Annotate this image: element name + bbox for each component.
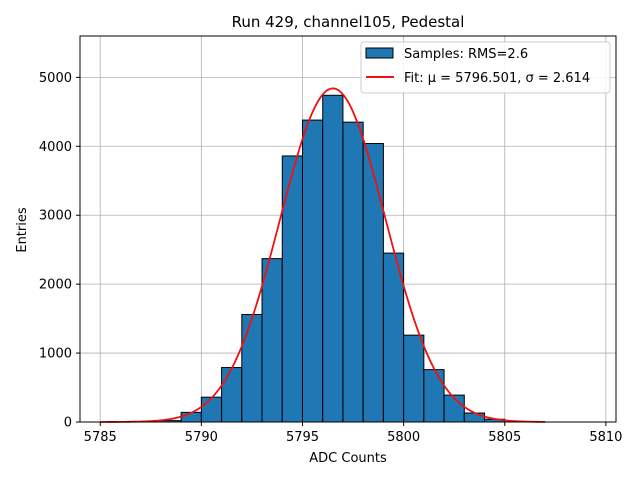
histogram-bars: [160, 94, 506, 423]
legend-box: [360, 41, 611, 94]
histogram-bar: [241, 313, 263, 423]
y-tick-label: 4000: [39, 140, 72, 155]
legend-swatch-samples: [365, 47, 394, 59]
x-tick-label: 5810: [589, 430, 622, 445]
chart-title: Run 429, channel105, Pedestal: [232, 13, 465, 31]
histogram-bar: [342, 121, 364, 423]
x-tick-label: 5800: [387, 430, 420, 445]
x-tick-label: 5805: [488, 430, 521, 445]
histogram-bar: [423, 369, 445, 423]
histogram-bar: [281, 155, 303, 423]
histogram-bar: [180, 411, 202, 423]
legend-label-samples: Samples: RMS=2.6: [404, 47, 528, 62]
axes-frame: [79, 35, 617, 423]
y-tick-label: 1000: [39, 347, 72, 362]
x-tick-label: 5785: [84, 430, 117, 445]
fit-curve: [100, 87, 546, 423]
axis-ticks: 5785 5790 5795 5800 5805 5810 0 1000 2000 3000 400…: [39, 71, 623, 445]
y-tick-label: 3000: [39, 209, 72, 224]
x-axis-label: ADC Counts: [309, 451, 387, 466]
y-tick-label: 2000: [39, 278, 72, 293]
histogram-bar: [301, 119, 324, 423]
histogram-bar: [322, 94, 344, 423]
legend-label-fit: Fit: μ = 5796.501, σ = 2.614: [404, 71, 590, 86]
histogram-bar: [221, 367, 243, 423]
legend: Samples: RMS=2.6 Fit: μ = 5796.501, σ = …: [360, 41, 611, 94]
fit-curve-layer: [100, 87, 546, 423]
x-tick-label: 5795: [286, 430, 319, 445]
y-tick-label: 5000: [39, 71, 72, 86]
histogram-bar: [463, 412, 486, 423]
histogram-bar: [261, 258, 283, 423]
x-tick-label: 5790: [185, 430, 218, 445]
histogram-bar: [403, 334, 425, 423]
y-axis-label: Entries: [15, 207, 30, 253]
histogram-bar: [200, 396, 223, 423]
y-tick-label: 0: [64, 416, 72, 431]
histogram-bar: [362, 143, 384, 423]
plot-frame: [79, 35, 617, 423]
